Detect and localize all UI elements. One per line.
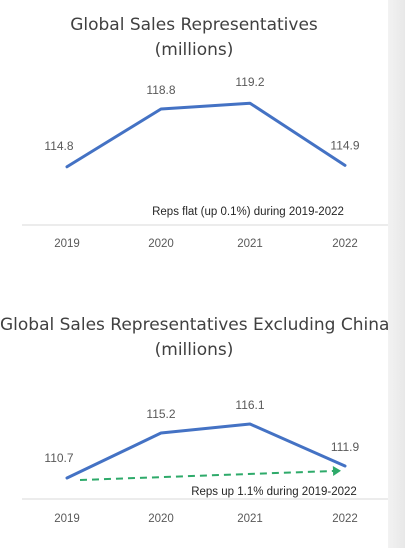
x-tick-label: 2019 xyxy=(54,238,80,250)
chart-subtitle-line: (millions) xyxy=(154,340,234,360)
trend-arrowhead xyxy=(332,466,341,476)
annotation-text: Reps flat (up 0.1%) during 2019-2022 xyxy=(152,206,344,218)
data-label: 115.2 xyxy=(146,407,175,421)
x-tick-label: 2021 xyxy=(237,513,263,525)
series-line xyxy=(65,101,347,169)
chart-title-line: Global Sales Representatives Excluding C… xyxy=(0,315,390,335)
chart-subtitle-line: (millions) xyxy=(154,40,234,60)
x-tick-label: 2020 xyxy=(148,513,174,525)
data-label: 114.9 xyxy=(330,138,359,152)
series-line xyxy=(65,422,347,480)
chart-title-global: Global Sales Representatives (millions) xyxy=(0,13,388,63)
x-tick-label: 2019 xyxy=(54,513,80,525)
data-label: 116.1 xyxy=(235,398,264,412)
trend-line-dashed xyxy=(79,470,334,481)
data-label: 119.2 xyxy=(235,75,264,89)
data-label: 114.8 xyxy=(44,139,73,153)
scrollbar-gutter xyxy=(388,0,405,548)
chart-global-sales-reps-excl-china: 110.7 2019 115.2 2020 116.1 2021 111.9 2022 Reps… xyxy=(22,398,388,525)
chart-title-line: Global Sales Representatives xyxy=(70,15,318,35)
chart-title-excluding-china: Global Sales Representatives Excluding C… xyxy=(0,313,390,363)
x-tick-label: 2021 xyxy=(237,238,263,250)
chart-panel-global: Global Sales Representatives (millions) … xyxy=(0,0,388,262)
x-tick-label: 2022 xyxy=(332,238,358,250)
data-label: 118.8 xyxy=(146,83,175,97)
chart-global-sales-reps: 114.8 2019 118.8 2020 119.2 2021 114.9 2022 Reps… xyxy=(22,75,388,250)
x-tick-label: 2020 xyxy=(148,238,174,250)
x-tick-label: 2022 xyxy=(332,513,358,525)
annotation-text: Reps up 1.1% during 2019-2022 xyxy=(191,486,357,498)
chart-panel-excluding-china: Global Sales Representatives Excluding C… xyxy=(0,262,390,548)
data-label: 111.9 xyxy=(331,440,360,454)
data-label: 110.7 xyxy=(44,451,73,465)
